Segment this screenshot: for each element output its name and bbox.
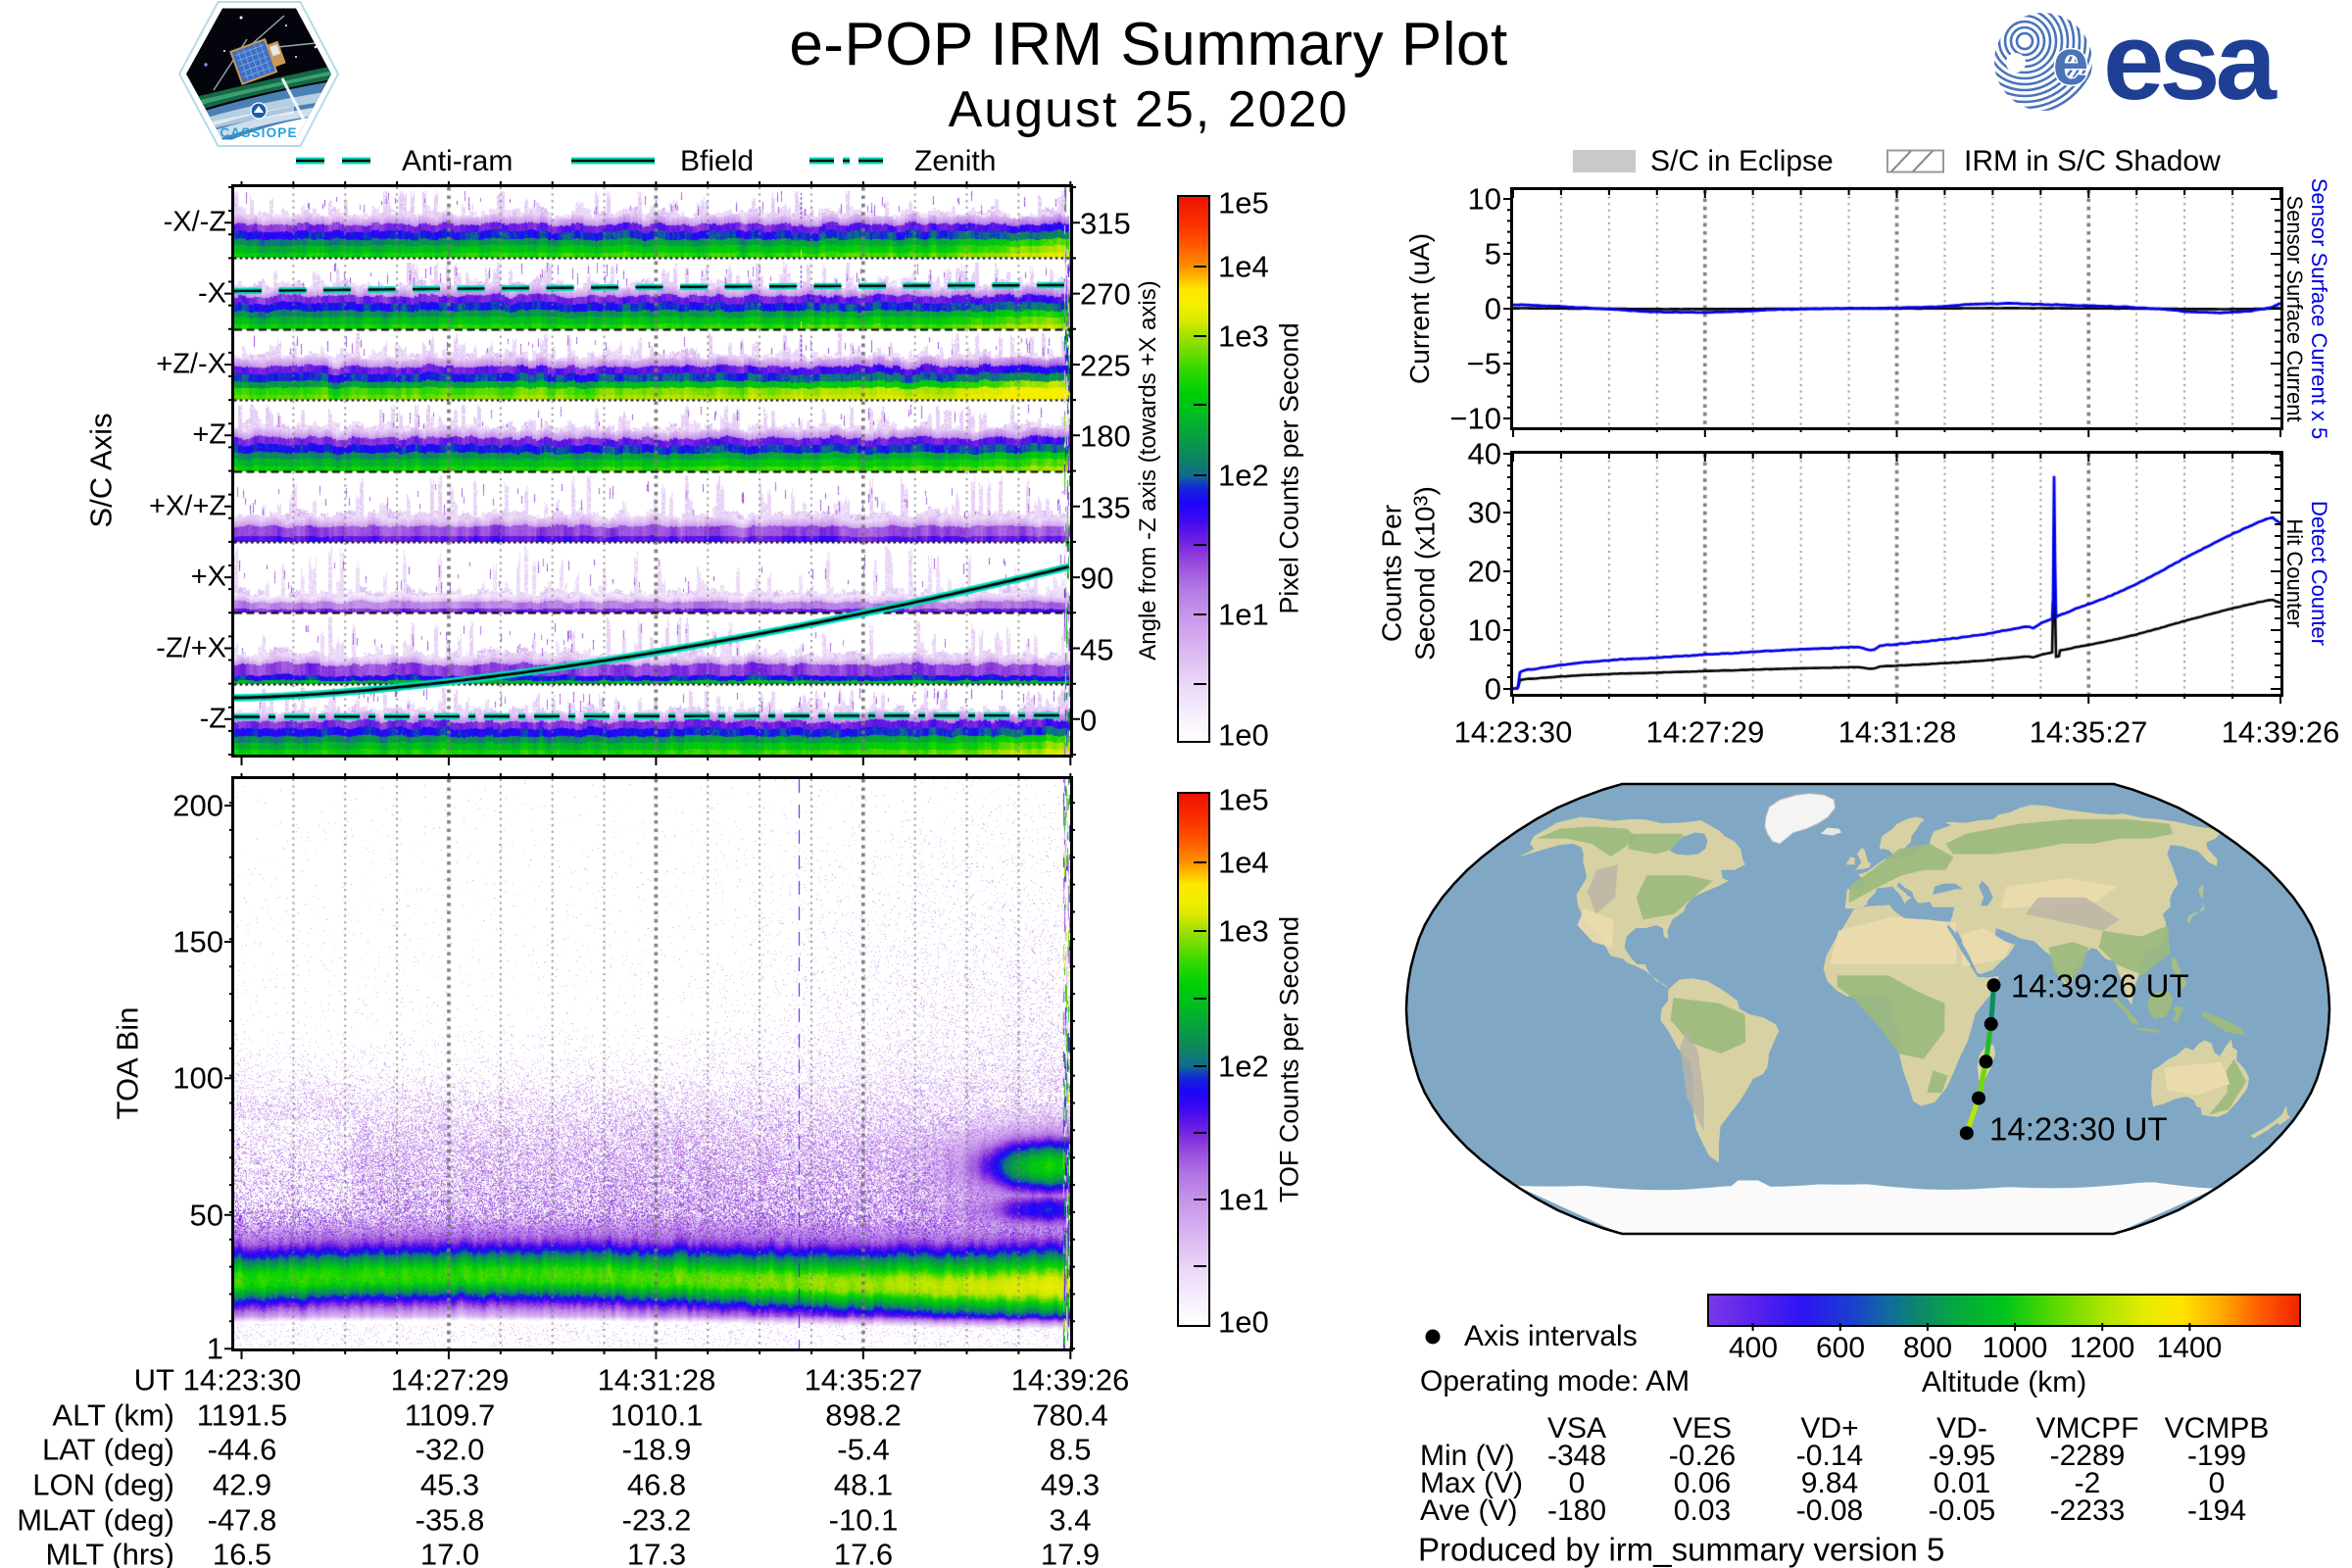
svg-text:esa: esa — [2103, 0, 2278, 122]
svg-text:CASSIOPE: CASSIOPE — [220, 125, 297, 140]
svg-text:e: e — [2053, 25, 2089, 98]
